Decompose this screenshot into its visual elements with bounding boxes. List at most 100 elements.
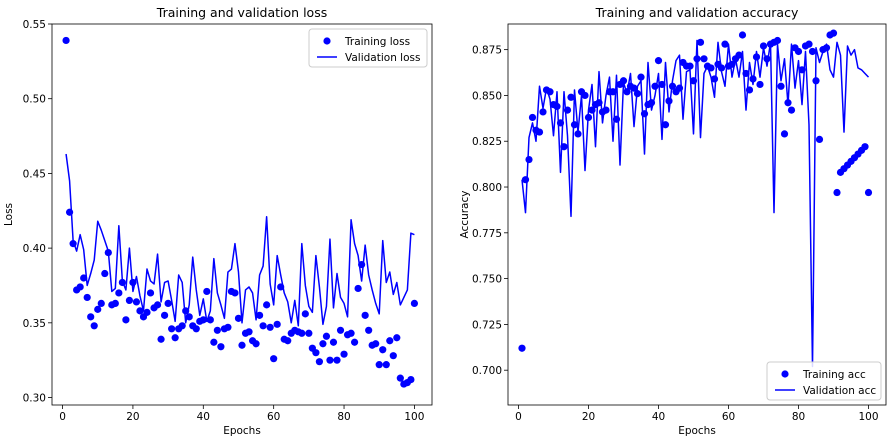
data-point bbox=[178, 322, 186, 330]
data-point bbox=[322, 332, 331, 340]
x-tick-label: 100 bbox=[404, 411, 424, 423]
chart-panel-1: Training and validation loss 0 20 40 60 80 100… bbox=[3, 5, 433, 437]
data-point bbox=[80, 274, 88, 282]
data-point bbox=[210, 338, 218, 346]
data-point bbox=[581, 91, 589, 100]
data-point bbox=[777, 82, 785, 90]
data-point bbox=[375, 361, 383, 369]
y-tick-label: 0.45 bbox=[23, 168, 46, 180]
data-point bbox=[805, 40, 813, 48]
data-point bbox=[97, 299, 105, 307]
data-point bbox=[721, 40, 729, 48]
data-point bbox=[266, 323, 274, 331]
data-point bbox=[379, 346, 387, 354]
data-point bbox=[270, 355, 278, 363]
data-point bbox=[259, 322, 267, 330]
data-point bbox=[87, 313, 95, 321]
y-tick-label: 0.875 bbox=[472, 45, 502, 57]
data-point bbox=[738, 31, 747, 39]
data-point bbox=[231, 289, 239, 297]
y-tick-label: 0.30 bbox=[23, 393, 46, 405]
x-tick-label: 80 bbox=[792, 411, 805, 423]
y-tick-label: 0.775 bbox=[472, 228, 502, 240]
data-point bbox=[654, 57, 663, 65]
data-point bbox=[319, 340, 327, 348]
data-point bbox=[382, 361, 390, 369]
data-point bbox=[833, 188, 841, 197]
series-line-validation-acc bbox=[521, 39, 870, 368]
data-point bbox=[136, 307, 144, 315]
data-point bbox=[794, 47, 803, 56]
data-point bbox=[164, 299, 172, 307]
data-point bbox=[535, 128, 544, 136]
x-tick-label: 20 bbox=[582, 411, 595, 423]
legend-marker-key bbox=[781, 370, 789, 378]
chart-title: Training and validation accuracy bbox=[595, 5, 799, 20]
data-point bbox=[354, 284, 362, 293]
data-point bbox=[829, 29, 838, 37]
x-axis-label: Epochs bbox=[678, 425, 716, 437]
data-point bbox=[372, 340, 380, 348]
series-line-validation-loss bbox=[65, 153, 415, 327]
y-tick-label: 0.35 bbox=[23, 318, 46, 330]
data-point bbox=[90, 322, 98, 330]
data-point bbox=[808, 47, 817, 56]
y-tick-label: 0.825 bbox=[472, 136, 502, 148]
data-point bbox=[700, 55, 708, 63]
x-tick-label: 60 bbox=[722, 411, 735, 423]
data-point bbox=[787, 106, 796, 114]
data-point bbox=[528, 113, 537, 122]
data-point bbox=[168, 325, 176, 333]
x-tick-label: 20 bbox=[126, 411, 139, 423]
data-point bbox=[192, 325, 200, 333]
data-point bbox=[252, 340, 260, 348]
data-point bbox=[111, 299, 119, 307]
data-point bbox=[101, 269, 109, 278]
data-point bbox=[525, 155, 533, 164]
data-point bbox=[686, 62, 694, 70]
data-point bbox=[386, 337, 394, 345]
data-point bbox=[255, 311, 264, 319]
data-point bbox=[780, 130, 789, 138]
data-point bbox=[62, 36, 70, 45]
data-point bbox=[396, 374, 404, 382]
data-point bbox=[574, 130, 582, 138]
data-point bbox=[861, 143, 869, 151]
data-point bbox=[160, 311, 169, 319]
data-point bbox=[347, 329, 355, 337]
y-tick-label: 0.50 bbox=[23, 94, 46, 106]
data-point bbox=[759, 42, 768, 50]
plot-frame bbox=[51, 23, 433, 406]
data-point bbox=[389, 352, 397, 360]
data-point bbox=[94, 305, 102, 313]
data-point bbox=[315, 358, 324, 366]
data-point bbox=[864, 188, 873, 197]
x-tick-label: 80 bbox=[337, 411, 350, 423]
y-tick-label: 0.40 bbox=[23, 243, 46, 255]
data-point bbox=[350, 338, 359, 346]
data-point bbox=[203, 287, 211, 296]
chart-title: Training and validation loss bbox=[156, 5, 327, 20]
data-point bbox=[661, 121, 670, 129]
data-point bbox=[361, 311, 369, 319]
data-point bbox=[238, 341, 246, 349]
data-point bbox=[410, 299, 419, 307]
y-axis-label: Loss bbox=[3, 203, 15, 226]
chart-panel-2: Training and validation accuracy 0 20 40 60 8… bbox=[459, 5, 887, 437]
data-point bbox=[263, 301, 271, 309]
data-point bbox=[153, 301, 162, 309]
data-point bbox=[333, 356, 341, 364]
data-point bbox=[407, 376, 415, 384]
x-tick-label: 100 bbox=[858, 411, 878, 423]
x-tick-label: 0 bbox=[515, 411, 522, 423]
data-point bbox=[365, 326, 373, 334]
data-point bbox=[157, 335, 165, 343]
data-point bbox=[570, 121, 579, 129]
data-point bbox=[619, 77, 628, 85]
data-point bbox=[83, 293, 91, 302]
data-point bbox=[393, 334, 401, 342]
data-point bbox=[234, 314, 243, 322]
data-point bbox=[273, 320, 281, 328]
